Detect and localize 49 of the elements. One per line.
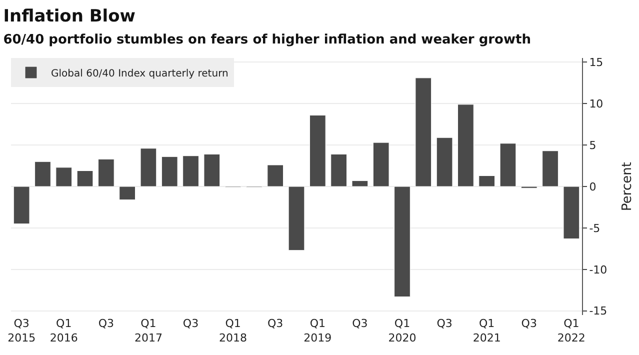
bar <box>500 143 516 187</box>
x-tick-label: Q3 <box>98 317 114 330</box>
y-tick-label: 15 <box>589 56 604 69</box>
bar <box>140 148 157 187</box>
x-tick-label: Q1 2022 <box>557 317 586 344</box>
bar <box>352 180 368 187</box>
chart-subtitle: 60/40 portfolio stumbles on fears of higher inflation and weaker growth <box>3 32 531 48</box>
x-tick-label: Q1 2016 <box>50 317 78 344</box>
bar <box>267 164 284 187</box>
bar <box>394 186 410 298</box>
chart-title: Inflation Blow <box>3 6 136 26</box>
x-tick-label: Q1 2019 <box>304 317 332 344</box>
x-tick-label: Q3 <box>182 317 199 330</box>
bar <box>204 154 220 187</box>
bar <box>478 175 496 187</box>
bar <box>436 137 453 187</box>
legend-label: Global 60/40 Index quarterly return <box>51 68 228 80</box>
bar <box>372 142 390 187</box>
x-tick-label: Q3 2015 <box>8 317 36 344</box>
x-tick-label: Q3 <box>352 317 368 330</box>
bar <box>76 170 94 187</box>
x-tick-label: Q3 <box>268 317 284 330</box>
y-tick-label: -15 <box>589 304 608 318</box>
x-tick-label: Q3 <box>521 317 537 330</box>
x-tick-label: Q1 2021 <box>472 317 501 344</box>
bar <box>288 186 305 251</box>
y-axis-title: Percent <box>620 162 635 211</box>
bar <box>119 186 136 200</box>
bar <box>415 78 432 187</box>
bar <box>182 156 199 187</box>
y-tick-label: 10 <box>589 97 604 110</box>
x-tick-label: Q3 <box>436 317 452 330</box>
bar <box>542 150 558 187</box>
y-tick-label: 0 <box>589 180 596 194</box>
y-tick-label: -5 <box>589 222 600 235</box>
y-tick-label: 5 <box>589 138 596 152</box>
bar <box>330 154 347 187</box>
bar <box>98 158 114 187</box>
x-tick-label: Q1 2017 <box>134 317 162 344</box>
bar <box>56 167 72 187</box>
bar <box>13 186 30 224</box>
y-tick-label: -10 <box>589 263 608 276</box>
x-tick-label: Q1 2018 <box>219 317 248 344</box>
bar <box>34 161 51 187</box>
bar <box>161 156 178 187</box>
bar <box>458 104 474 187</box>
bar <box>563 186 580 239</box>
bar <box>309 114 326 187</box>
x-tick-label: Q1 2020 <box>388 317 416 344</box>
